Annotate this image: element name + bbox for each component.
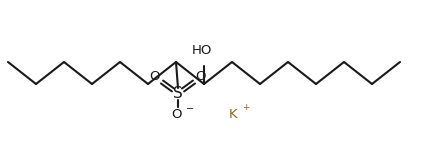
Text: +: + [242, 103, 249, 112]
Text: −: − [186, 104, 194, 114]
Text: K: K [229, 108, 237, 120]
Text: O: O [196, 70, 206, 84]
Text: O: O [150, 70, 160, 84]
Text: HO: HO [192, 44, 212, 57]
Text: O: O [172, 108, 182, 122]
Text: S: S [173, 87, 183, 102]
